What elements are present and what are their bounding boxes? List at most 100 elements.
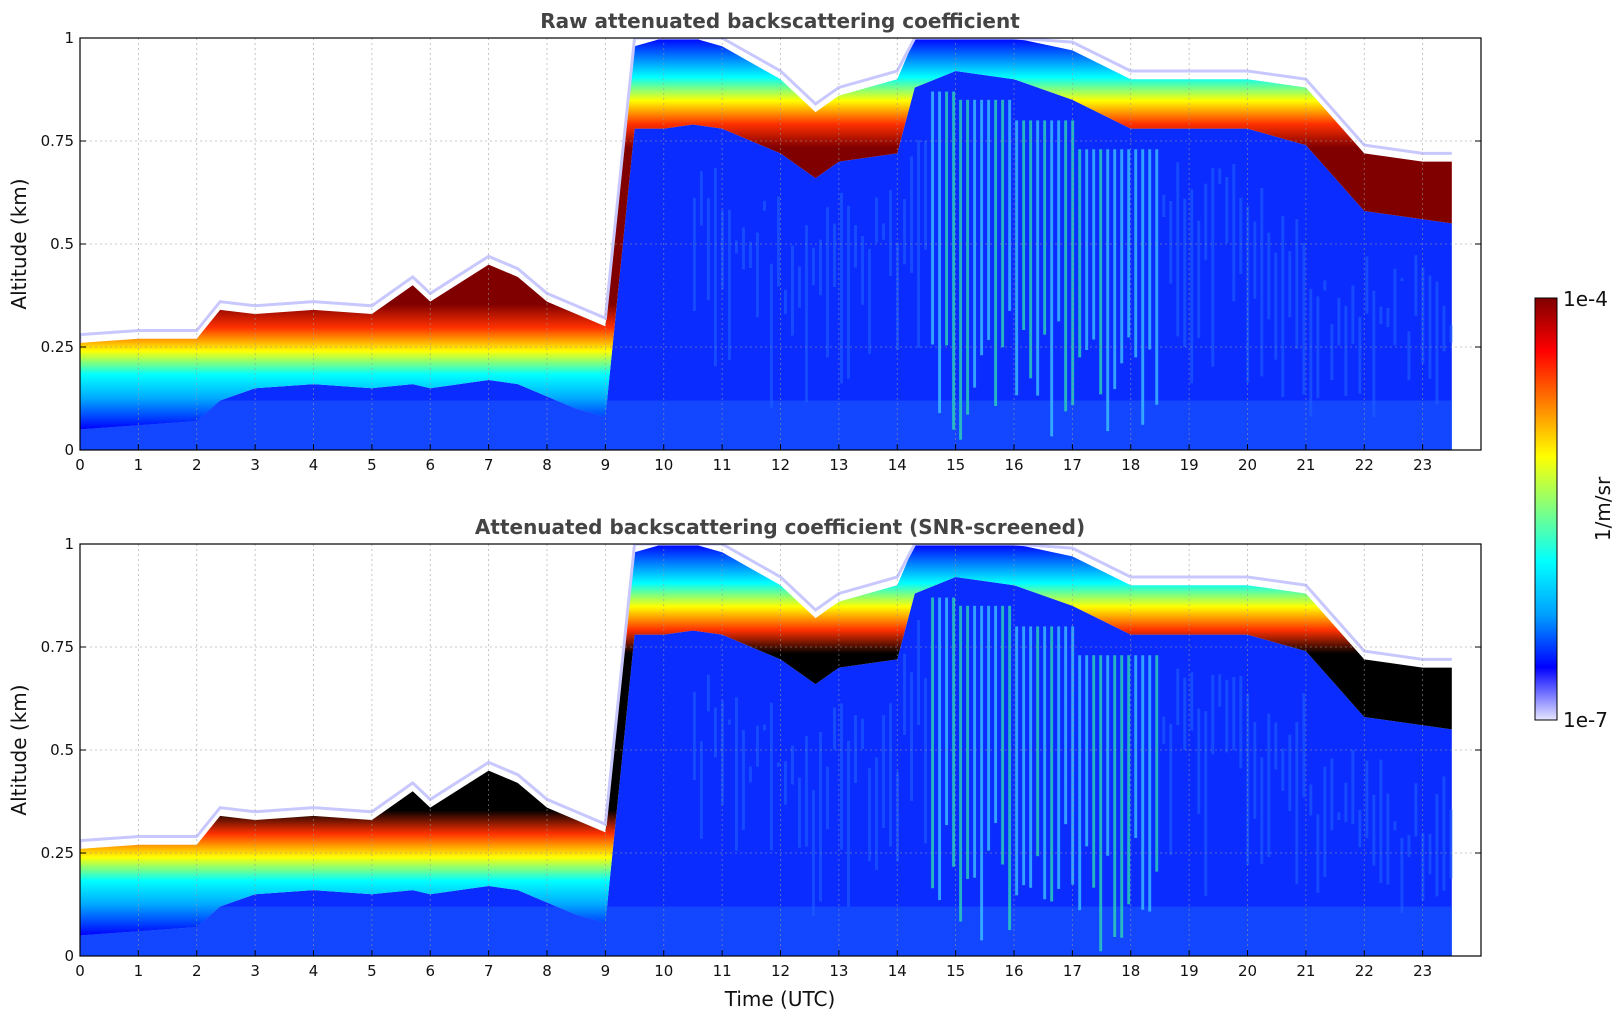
streak (1022, 626, 1025, 885)
raw-panel-title: Raw attenuated backscattering coefficien… (540, 9, 1020, 33)
streak (833, 708, 836, 750)
streak (1106, 655, 1109, 856)
streak (1036, 120, 1039, 395)
streak (1127, 655, 1130, 904)
streak (1442, 306, 1445, 352)
x-tick-label: 22 (1355, 962, 1374, 980)
streak (1344, 306, 1347, 396)
x-tick-label: 11 (713, 962, 732, 980)
streak (1232, 164, 1235, 301)
screened-y-axis-label: Altitude (km) (7, 684, 31, 815)
streak (742, 227, 745, 269)
streak (1036, 626, 1039, 856)
x-tick-label: 2 (192, 962, 202, 980)
y-tick-label: 0.25 (41, 844, 74, 862)
streak (1057, 120, 1060, 321)
streak (770, 703, 773, 851)
streak (1001, 606, 1004, 865)
streak (1092, 655, 1095, 887)
colorbar-scale (1535, 298, 1557, 720)
streak (1323, 767, 1326, 877)
x-tick-label: 3 (250, 962, 260, 980)
streak (1281, 216, 1284, 397)
streak (882, 223, 885, 239)
streak (1225, 177, 1228, 243)
streak (1365, 257, 1368, 314)
streak (1260, 757, 1263, 864)
streak (1029, 120, 1032, 378)
streak (1120, 655, 1123, 938)
y-tick-label: 0.25 (41, 338, 74, 356)
streak (1393, 269, 1396, 346)
streak (1414, 783, 1417, 836)
streak (1253, 722, 1256, 819)
streak (917, 140, 920, 348)
streak (1239, 198, 1242, 274)
x-tick-label: 10 (654, 962, 673, 980)
x-tick-label: 6 (425, 962, 435, 980)
streak (1155, 655, 1158, 871)
streak (1267, 233, 1270, 320)
streak (1015, 626, 1018, 895)
x-tick-label: 8 (542, 962, 552, 980)
streak (994, 100, 997, 406)
streak (840, 703, 843, 849)
streak (1148, 149, 1151, 349)
streak (952, 598, 955, 867)
x-tick-label: 11 (713, 456, 732, 474)
streak (1414, 255, 1417, 316)
streak (1162, 717, 1165, 744)
x-tick-label: 4 (309, 962, 319, 980)
streak (728, 720, 731, 725)
x-axis-label: Time (UTC) (724, 987, 836, 1011)
x-tick-label: 9 (601, 456, 611, 474)
streak (1162, 195, 1165, 217)
streak (798, 266, 801, 307)
streak (1078, 149, 1081, 357)
streak (987, 606, 990, 851)
x-tick-label: 7 (484, 962, 494, 980)
x-tick-label: 10 (654, 456, 673, 474)
streak (1029, 626, 1032, 887)
streak (1134, 655, 1137, 838)
streak (1351, 750, 1354, 824)
x-tick-label: 17 (1063, 962, 1082, 980)
y-tick-label: 1 (64, 29, 74, 47)
streak (1358, 317, 1361, 394)
streak (931, 598, 934, 889)
streak (1120, 149, 1123, 363)
streak (1176, 669, 1179, 725)
colorbar-max-label: 1e-4 (1563, 287, 1608, 311)
raw-backscatter-panel: Raw attenuated backscattering coefficien… (7, 9, 1481, 474)
streak (1386, 308, 1389, 327)
streak (700, 171, 703, 225)
streak (1358, 810, 1361, 847)
streak (812, 790, 815, 916)
streak (1407, 331, 1410, 380)
streak (770, 264, 773, 409)
y-tick-label: 0 (64, 441, 74, 459)
streak (1134, 149, 1137, 357)
streak (1113, 655, 1116, 937)
x-tick-label: 8 (542, 456, 552, 474)
streak (1183, 199, 1186, 347)
x-tick-label: 21 (1296, 456, 1315, 474)
y-tick-label: 0.5 (50, 741, 74, 759)
streak (1323, 280, 1326, 290)
streak (1309, 289, 1312, 417)
streak (714, 168, 717, 366)
x-tick-label: 18 (1121, 456, 1140, 474)
x-tick-label: 12 (771, 456, 790, 474)
streak (1309, 785, 1312, 816)
streak (959, 606, 962, 922)
streak (945, 598, 948, 826)
x-tick-label: 16 (1004, 456, 1023, 474)
screened-backscatter-panel: Attenuated backscattering coefficient (S… (7, 515, 1481, 1011)
x-tick-label: 14 (888, 456, 907, 474)
streak (777, 196, 780, 286)
streak (1372, 795, 1375, 866)
streak (1435, 794, 1438, 897)
streak (791, 246, 794, 336)
streak (1176, 162, 1179, 336)
streak (1365, 761, 1368, 839)
